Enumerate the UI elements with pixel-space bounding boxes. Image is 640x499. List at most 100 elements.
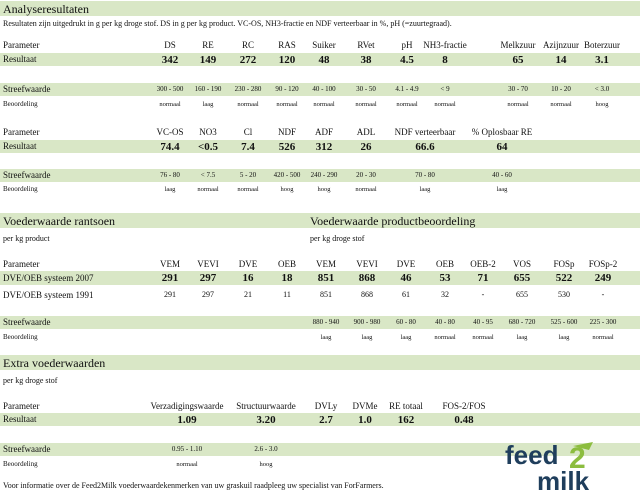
judgement-value: laag xyxy=(164,186,176,193)
norm-value: 30 - 70 xyxy=(508,85,528,93)
param-name: RC xyxy=(241,40,255,50)
value-1991: 297 xyxy=(202,290,214,299)
norm-value: 40 - 60 xyxy=(492,171,512,179)
judge-label: Beoordeling xyxy=(3,185,38,193)
judgement-value: normaal xyxy=(355,186,377,193)
result-value: 342 xyxy=(161,54,179,66)
judgement-value: normaal xyxy=(355,101,377,108)
norm-band xyxy=(0,316,640,329)
norm-value: 70 - 80 xyxy=(415,171,435,179)
norm-value: 10 - 20 xyxy=(551,85,571,93)
value-1991: - xyxy=(601,290,605,299)
judgement-value: laag xyxy=(419,186,431,193)
result-band xyxy=(0,271,640,285)
norm-value: 30 - 50 xyxy=(356,85,376,93)
norm-value: 300 - 500 xyxy=(156,85,184,93)
norm-value: 680 - 720 xyxy=(508,318,536,326)
result-value: 291 xyxy=(161,272,179,284)
judgement-value: normaal xyxy=(176,461,198,468)
judgement-value: normaal xyxy=(237,101,259,108)
logo-text-feed: feed xyxy=(505,440,558,470)
norm-value: 5 - 20 xyxy=(239,171,257,179)
result-value: <0.5 xyxy=(197,141,219,153)
result-value: 46 xyxy=(400,272,412,284)
result-value: 162 xyxy=(397,414,415,426)
param-name: NDF xyxy=(277,127,297,137)
result-value: 1.09 xyxy=(177,414,197,426)
result-value: 65 xyxy=(512,54,524,66)
norm-value: 225 - 300 xyxy=(589,318,617,326)
result-value: 7.4 xyxy=(241,141,255,153)
judgement-value: normaal xyxy=(396,101,418,108)
logo-digit-2: 2 xyxy=(569,442,586,475)
result-value: 8 xyxy=(442,54,448,66)
result-value: 71 xyxy=(477,272,489,284)
judgement-value: normaal xyxy=(237,186,259,193)
judgement-value: normaal xyxy=(159,101,181,108)
judgement-value: laag xyxy=(400,334,412,341)
norm-band xyxy=(0,169,640,182)
row-label-2007: DVE/OEB systeem 2007 xyxy=(3,273,94,283)
value-1991: 11 xyxy=(283,290,291,299)
param-name: NO3 xyxy=(199,127,217,137)
subtitle-per-kg-ds: per kg droge stof xyxy=(3,376,58,385)
norm-band xyxy=(0,83,640,96)
norm-label: Streefwaarde xyxy=(3,317,51,327)
result-value: 14 xyxy=(555,54,567,66)
norm-label: Streefwaarde xyxy=(3,170,51,180)
norm-label: Streefwaarde xyxy=(3,444,51,454)
norm-value: < 7.5 xyxy=(200,171,216,179)
param-name: ADF xyxy=(314,127,334,137)
judgement-value: hoog xyxy=(595,101,609,108)
param-name: ADL xyxy=(356,127,376,137)
param-name: FOSp xyxy=(553,259,575,269)
section-title-rantsoen: Voederwaarde rantsoen xyxy=(3,214,116,228)
result-value: 297 xyxy=(199,272,217,284)
value-1991: 655 xyxy=(516,290,528,299)
param-name: Azijnzuur xyxy=(543,40,579,50)
norm-band xyxy=(0,443,640,456)
section-band-extra xyxy=(0,355,640,370)
judgement-value: normaal xyxy=(472,334,494,341)
section-title-extra: Extra voederwaarden xyxy=(3,356,106,370)
judgement-value: hoog xyxy=(280,186,294,193)
norm-value: 0.95 - 1.10 xyxy=(171,445,203,453)
result-value: 66.6 xyxy=(415,141,435,153)
result-value: 312 xyxy=(315,141,333,153)
judge-label: Beoordeling xyxy=(3,460,38,468)
result-band xyxy=(0,140,640,153)
judgement-value: normaal xyxy=(197,186,219,193)
judgement-value: laag xyxy=(496,186,508,193)
result-value: 48 xyxy=(318,54,330,66)
result-value: 2.7 xyxy=(319,414,333,426)
result-value: 272 xyxy=(239,54,257,66)
result-label: Resultaat xyxy=(3,141,37,151)
param-name: FOSp-2 xyxy=(588,259,618,269)
value-1991: 21 xyxy=(244,290,252,299)
subtitle-per-kg-ds: per kg droge stof xyxy=(310,234,365,243)
param-name: NH3-fractie xyxy=(423,40,467,50)
result-value: 851 xyxy=(317,272,335,284)
norm-value: 76 - 80 xyxy=(160,171,180,179)
judgement-value: laag xyxy=(558,334,570,341)
judgement-value: laag xyxy=(361,334,373,341)
param-name: VOS xyxy=(512,259,532,269)
param-name: Cl xyxy=(243,127,253,137)
judgement-value: hoog xyxy=(317,186,331,193)
param-label: Parameter xyxy=(3,127,40,137)
param-name: DVLy xyxy=(314,401,338,411)
judgement-value: normaal xyxy=(434,101,456,108)
param-name: VEM xyxy=(316,259,336,269)
param-name: DVE xyxy=(238,259,258,269)
logo-text-milk: milk xyxy=(537,466,590,492)
param-name: RE totaal xyxy=(389,401,423,411)
judgement-value: normaal xyxy=(434,334,456,341)
judgement-value: laag xyxy=(202,101,214,108)
result-label: Resultaat xyxy=(3,414,37,424)
param-label: Parameter xyxy=(3,401,40,411)
section-band-voederwaarde xyxy=(0,213,640,228)
param-name: VC-OS xyxy=(156,127,184,137)
norm-value: 880 - 940 xyxy=(312,318,340,326)
result-value: 38 xyxy=(360,54,372,66)
norm-value: 40 - 80 xyxy=(435,318,455,326)
